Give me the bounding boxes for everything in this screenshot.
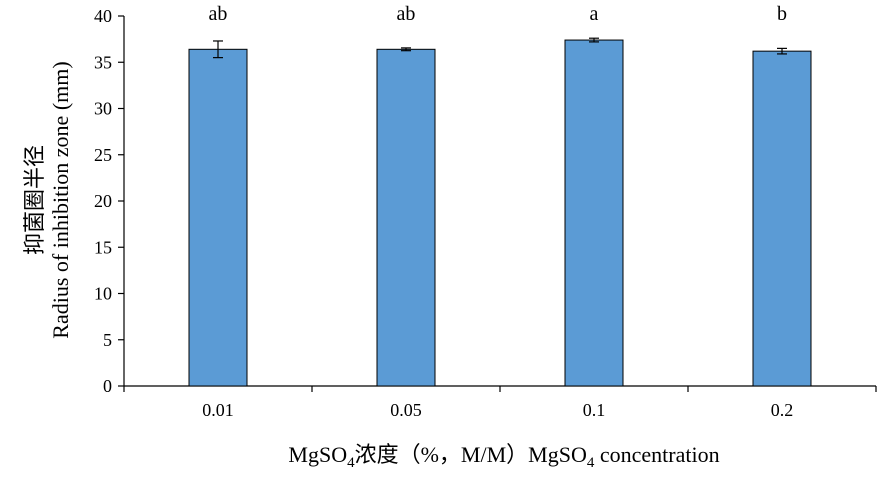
x-axis-title-sub: 4 (347, 455, 355, 471)
y-tick-label: 5 (103, 330, 112, 350)
x-axis-title-middle: 浓度（%，M/M）MgSO (355, 442, 587, 467)
y-axis: 0 5 10 15 20 25 30 35 40 (94, 6, 125, 396)
error-bar (213, 40, 223, 59)
error-bar (589, 37, 599, 43)
x-axis-title: MgSO4浓度（%，M/M）MgSO4 concentration (288, 442, 719, 471)
y-axis-title: 抑菌圈半径 Radius of inhibition zone (mm) (22, 61, 73, 338)
bar-0.05 (376, 48, 436, 387)
significance-label: a (590, 3, 599, 25)
error-bar (401, 47, 411, 52)
x-axis-title-prefix: MgSO (288, 442, 347, 467)
x-axis-title-sub2: 4 (587, 455, 595, 471)
bars (188, 39, 812, 387)
x-tick-label: 0.1 (583, 400, 606, 420)
error-bar (777, 47, 787, 55)
significance-label: ab (209, 3, 228, 25)
y-tick-label: 35 (94, 52, 112, 72)
y-axis-title-en: Radius of inhibition zone (mm) (48, 61, 73, 338)
bar-0.01 (188, 48, 248, 387)
y-tick-label: 15 (94, 237, 112, 257)
y-tick-label: 40 (94, 6, 112, 26)
error-bars (213, 37, 787, 59)
y-tick-label: 10 (94, 284, 112, 304)
significance-label: b (777, 3, 787, 25)
x-tick-label: 0.05 (390, 400, 422, 420)
y-tick-label: 25 (94, 145, 112, 165)
significance-labels: ab ab a b (209, 3, 787, 25)
bar-0.2 (752, 50, 812, 387)
bar-0.1 (564, 39, 624, 387)
significance-label: ab (397, 3, 416, 25)
y-tick-label: 30 (94, 99, 112, 119)
y-tick-label: 20 (94, 191, 112, 211)
y-axis-title-cn: 抑菌圈半径 (22, 145, 47, 255)
y-tick-label: 0 (103, 376, 112, 396)
x-axis: 0.01 0.05 0.1 0.2 (123, 385, 877, 420)
x-tick-label: 0.01 (202, 400, 234, 420)
x-tick-label: 0.2 (771, 400, 794, 420)
x-axis-title-suffix: concentration (594, 442, 719, 467)
